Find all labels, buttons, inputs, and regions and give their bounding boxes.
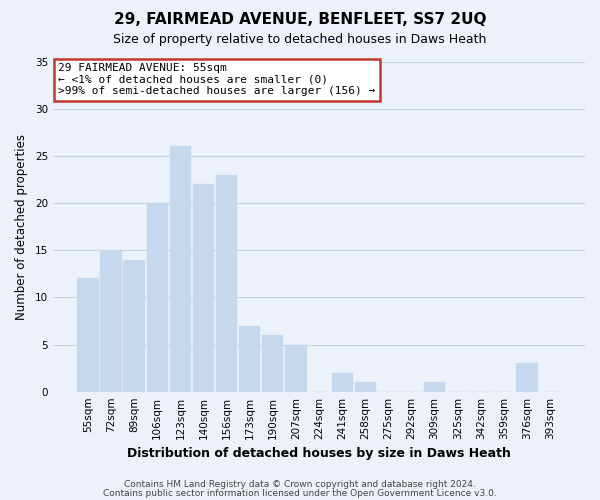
Bar (193, 184, 214, 392)
Text: Size of property relative to detached houses in Daws Heath: Size of property relative to detached ho… (113, 32, 487, 46)
Bar (77, 278, 98, 392)
Bar (170, 146, 191, 392)
Y-axis label: Number of detached properties: Number of detached properties (15, 134, 28, 320)
Bar (216, 174, 237, 392)
Bar (285, 344, 307, 392)
Text: 29 FAIRMEAD AVENUE: 55sqm
← <1% of detached houses are smaller (0)
>99% of semi-: 29 FAIRMEAD AVENUE: 55sqm ← <1% of detac… (58, 63, 376, 96)
Text: Contains HM Land Registry data © Crown copyright and database right 2024.: Contains HM Land Registry data © Crown c… (124, 480, 476, 489)
Bar (355, 382, 376, 392)
X-axis label: Distribution of detached houses by size in Daws Heath: Distribution of detached houses by size … (127, 447, 511, 460)
Bar (332, 373, 353, 392)
Bar (517, 364, 538, 392)
Text: 29, FAIRMEAD AVENUE, BENFLEET, SS7 2UQ: 29, FAIRMEAD AVENUE, BENFLEET, SS7 2UQ (114, 12, 486, 28)
Bar (239, 326, 260, 392)
Bar (262, 335, 283, 392)
Text: Contains public sector information licensed under the Open Government Licence v3: Contains public sector information licen… (103, 488, 497, 498)
Bar (146, 203, 168, 392)
Bar (424, 382, 445, 392)
Bar (124, 260, 145, 392)
Bar (100, 250, 122, 392)
